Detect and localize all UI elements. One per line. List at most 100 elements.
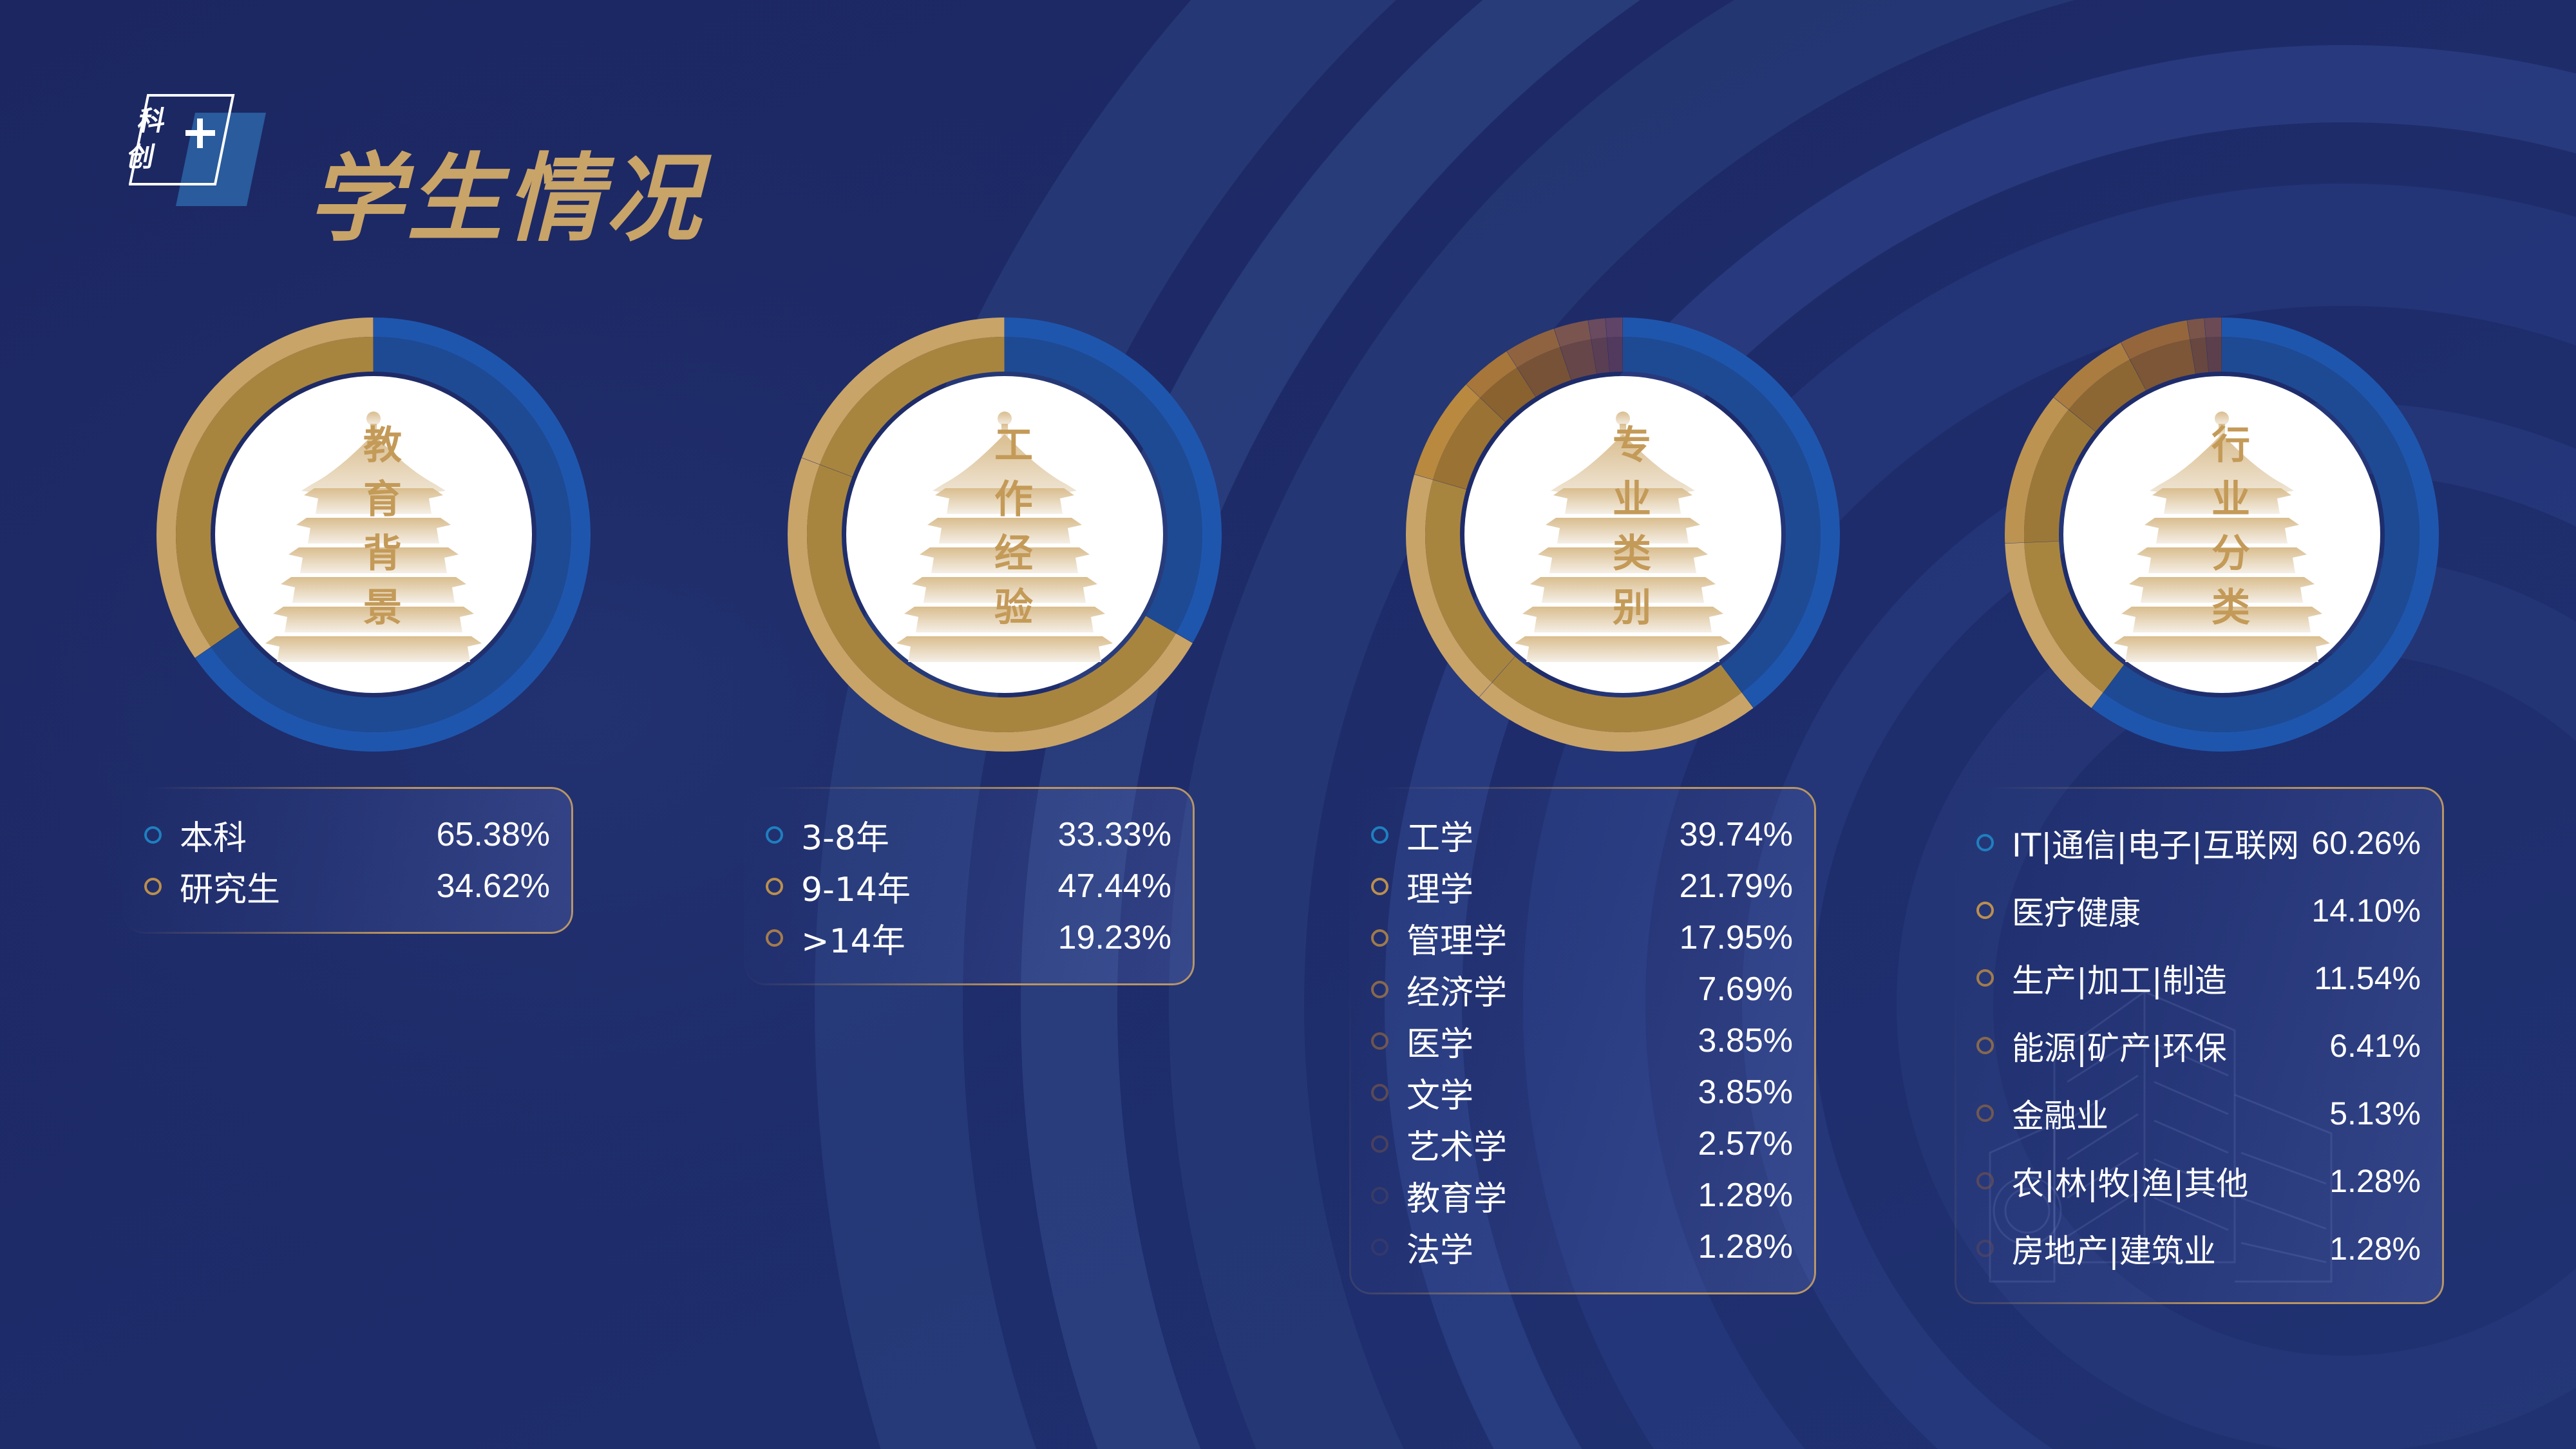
page-title: 学生情况 <box>308 144 705 254</box>
donut-inner-segment <box>2130 339 2196 391</box>
panel-work-experience: 工作经验 <box>721 296 1288 773</box>
donut-inner-segment <box>211 337 571 732</box>
legend-value: 17.95% <box>1679 919 1793 956</box>
legend-value: 2.57% <box>1698 1125 1793 1162</box>
legend-marker-icon <box>1371 877 1388 895</box>
legend-marker-icon <box>766 877 783 895</box>
legend-value: 19.23% <box>1057 919 1171 956</box>
donut-rings: 行业分类 <box>2005 317 2439 752</box>
legend-marker-icon <box>1371 1238 1388 1256</box>
donut-center-label: 行业分类 <box>2211 423 2250 630</box>
donut-outer-segment <box>1588 318 1607 339</box>
legend-value: 3.85% <box>1698 1074 1793 1111</box>
legend-value: 39.74% <box>1679 816 1793 853</box>
donut-outer-segment <box>2204 317 2222 338</box>
donut-outer-segment <box>801 317 1005 465</box>
legend-marker-icon <box>144 877 162 895</box>
donut-inner-segment <box>1425 480 1515 683</box>
legend-label: 经济学 <box>1406 973 1508 1012</box>
donut-outer-segment <box>2053 342 2130 410</box>
legend-row[interactable]: 本科 65.38% <box>144 809 550 860</box>
donut-inner-segment <box>807 464 1176 732</box>
legend-marker-icon <box>1371 929 1388 947</box>
donut-outer-segment <box>2091 317 2439 752</box>
legend-label: IT|通信|电子|互联网 <box>2012 826 2299 864</box>
legend-row[interactable]: 9-14年 47.44% <box>766 860 1171 912</box>
svg-text:创: 创 <box>129 141 158 173</box>
donut-inner-segment <box>1480 367 1536 422</box>
legend-value: 1.28% <box>2329 1230 2421 1267</box>
legend-row[interactable]: 能源|矿产|环保 6.41% <box>1976 1012 2421 1079</box>
legend-label: 9-14年 <box>801 870 911 909</box>
legend-marker-icon <box>144 826 162 844</box>
legend-value: 1.28% <box>2329 1162 2421 1199</box>
legend-row[interactable]: 艺术学 2.57% <box>1371 1118 1793 1170</box>
donut-outer-segment <box>2005 397 2069 544</box>
legend-label: 医学 <box>1406 1025 1474 1064</box>
legend-label: 艺术学 <box>1406 1128 1508 1167</box>
legend-row[interactable]: >14年 19.23% <box>766 912 1171 963</box>
donut-outer-segment <box>195 317 591 752</box>
donut-rings: 工作经验 <box>788 317 1222 752</box>
panel-education: 教育背景 <box>90 296 657 773</box>
donut-outer-segment <box>156 317 374 658</box>
legend-value: 1.28% <box>1698 1177 1793 1214</box>
donut-outer-segment <box>1004 317 1222 643</box>
donut-chart-work-experience: 工作经验 <box>721 296 1288 773</box>
donut-outer-segment <box>2005 542 2103 708</box>
legend-marker-icon <box>1976 834 1994 851</box>
pagoda-icon <box>1515 412 1731 662</box>
legend-row[interactable]: 研究生 34.62% <box>144 860 550 912</box>
legend-label: 管理学 <box>1406 922 1508 961</box>
legend-label: >14年 <box>801 922 905 961</box>
donut-outer-segment <box>1605 317 1623 338</box>
donut-inner-segment <box>1517 346 1572 397</box>
legend-row[interactable]: 管理学 17.95% <box>1371 912 1793 963</box>
donut-center-label: 工作经验 <box>994 423 1033 630</box>
legend-row[interactable]: IT|通信|电子|互联网 60.26% <box>1976 809 2421 876</box>
legend-row[interactable]: 理学 21.79% <box>1371 860 1793 912</box>
legend-row[interactable]: 文学 3.85% <box>1371 1066 1793 1118</box>
legend-row[interactable]: 房地产|建筑业 1.28% <box>1976 1215 2421 1282</box>
legend-row[interactable]: 医疗健康 14.10% <box>1976 876 2421 944</box>
donut-outer-segment <box>1406 474 1492 697</box>
donut-outer-segment <box>2121 320 2190 360</box>
legend-value: 47.44% <box>1057 867 1171 905</box>
legend-row[interactable]: 经济学 7.69% <box>1371 963 1793 1015</box>
legend-label: 农|林|牧|渔|其他 <box>2012 1164 2249 1202</box>
legend-value: 6.41% <box>2329 1027 2421 1064</box>
legend-marker-icon <box>1371 826 1388 844</box>
legend-row[interactable]: 工学 39.74% <box>1371 809 1793 860</box>
legend-row[interactable]: 金融业 5.13% <box>1976 1079 2421 1147</box>
donut-chart-education: 教育背景 <box>90 296 657 773</box>
legend-marker-icon <box>1371 1032 1388 1050</box>
legend-row[interactable]: 医学 3.85% <box>1371 1015 1793 1066</box>
donut-inner-segment <box>2024 541 2125 693</box>
legend-value: 1.28% <box>1698 1228 1793 1265</box>
legend-card-education: 本科 65.38% 研究生 34.62% <box>122 787 573 934</box>
legend-value: 65.38% <box>436 816 550 853</box>
legend-label: 房地产|建筑业 <box>2012 1232 2216 1270</box>
legend-row[interactable]: 教育学 1.28% <box>1371 1170 1793 1221</box>
legend-value: 60.26% <box>2311 824 2421 861</box>
donut-outer-segment <box>1414 384 1481 480</box>
legend-marker-icon <box>1976 1037 1994 1054</box>
legend-row[interactable]: 农|林|牧|渔|其他 1.28% <box>1976 1147 2421 1215</box>
legend-value: 34.62% <box>436 867 550 905</box>
donut-inner-segment <box>819 337 1005 477</box>
legend-row[interactable]: 法学 1.28% <box>1371 1221 1793 1273</box>
legend-card-work-experience: 3-8年 33.33% 9-14年 47.44% >14年 19.23% <box>744 787 1195 985</box>
legend-row[interactable]: 生产|加工|制造 11.54% <box>1976 944 2421 1012</box>
donut-inner-segment <box>2103 337 2420 732</box>
donut-center-label: 专业类别 <box>1613 423 1651 630</box>
donut-inner-segment <box>1607 337 1623 372</box>
donut-inner-segment <box>1004 337 1202 634</box>
panel-industry: 行业分类 <box>1938 296 2505 773</box>
legend-row[interactable]: 3-8年 33.33% <box>766 809 1171 860</box>
donut-outer-segment <box>1479 683 1754 752</box>
donut-inner-segment <box>1591 337 1610 374</box>
legend-label: 工学 <box>1406 819 1474 858</box>
legend-marker-icon <box>1976 1172 1994 1189</box>
legend-label: 生产|加工|制造 <box>2012 961 2227 999</box>
page-header: 科 创 学生情况 <box>129 84 708 254</box>
